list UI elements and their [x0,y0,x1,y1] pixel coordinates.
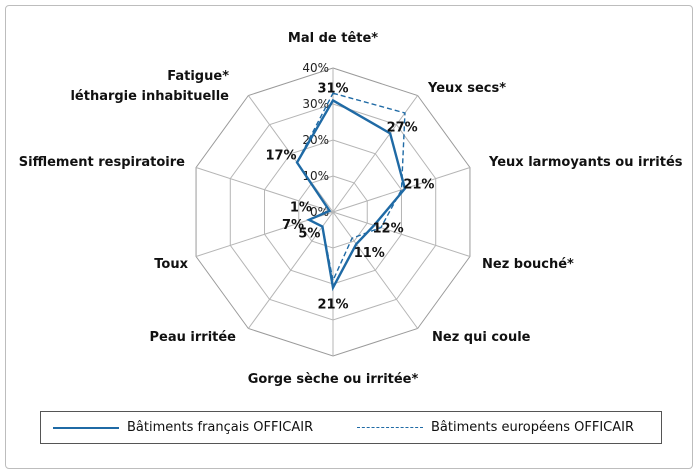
category-label: Nez bouché* [482,257,574,272]
grid-spoke-4 [332,211,419,329]
legend-item-european: Bâtiments européens OFFICAIR [357,420,634,435]
value-label: 27% [387,120,418,135]
radar-series [295,92,407,292]
grid-spoke-3 [332,211,471,257]
category-label: Nez qui coule [432,330,531,345]
category-label: Yeux secs* [427,81,506,96]
category-label: Yeux larmoyants ou irrités [488,155,683,170]
value-label: 17% [265,148,296,163]
value-label: 12% [373,221,404,236]
value-label: 31% [317,81,348,96]
grid-spoke-6 [247,211,334,329]
value-label: 11% [354,246,385,261]
value-label: 21% [403,178,434,193]
grid-spoke-8 [195,167,334,213]
value-label: 1% [290,200,312,215]
category-label: Toux [154,257,188,272]
radar-labels: 31% 27% 21% 12% 11% 21% 5%7% 1% 17% Mal de tête* Y… [19,31,683,387]
legend-solid-line-swatch [53,426,119,429]
grid-spoke-9 [247,95,334,213]
radial-tick-label: 0% [310,205,329,219]
radial-tick-label: 30% [302,97,329,111]
legend-item-french: Bâtiments français OFFICAIR [53,420,313,435]
radial-tick-label: 40% [302,61,329,75]
category-label: Gorge sèche ou irritée* [248,372,419,387]
value-label: 5% [298,227,320,242]
value-label: 21% [317,298,348,313]
category-label: Sifflement respiratoire [19,155,185,170]
grid-spoke-2 [332,167,471,213]
grid-spoke-1 [332,95,419,213]
category-label: Fatigue* [167,69,229,84]
chart-legend: Bâtiments français OFFICAIR Bâtiments eu… [40,411,662,444]
legend-label-french: Bâtiments français OFFICAIR [127,420,314,435]
series-line-french [295,98,407,292]
legend-dashed-line-swatch [357,427,423,428]
legend-label-european: Bâtiments européens OFFICAIR [431,420,634,435]
chart-border [5,5,693,469]
category-label: Mal de tête* [288,31,378,46]
category-label: Peau irritée [150,330,237,345]
category-label: léthargie inhabituelle [70,89,229,104]
radar-chart: 0%10%20%30%40% 31%27%21%12%11%21%5%7%1%1… [19,31,683,387]
value-label: 7% [282,218,304,233]
